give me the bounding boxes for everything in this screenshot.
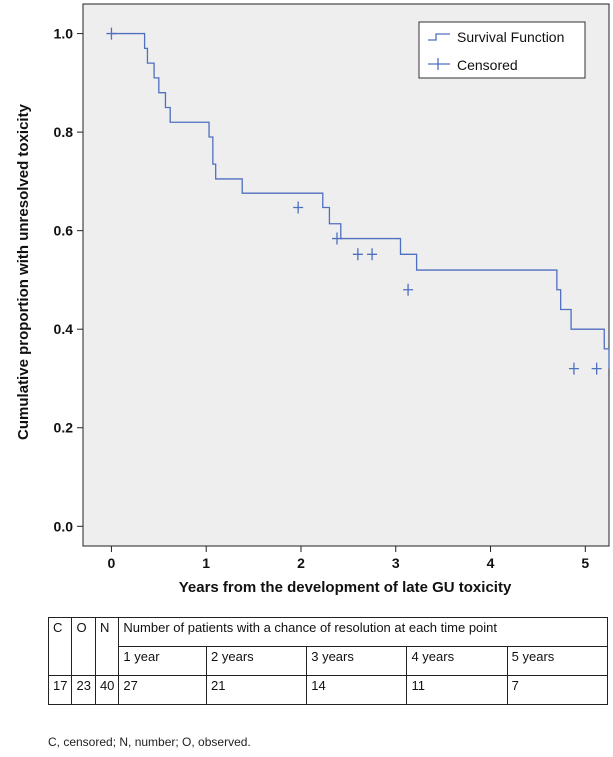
legend-survival-label: Survival Function bbox=[457, 29, 564, 45]
timepoint-2: 2 years bbox=[206, 646, 308, 676]
km-chart: 0.0 0.2 0.4 0.6 0.8 1.0 0 1 2 3 4 5 Cumulative pro… bbox=[15, 3, 610, 596]
y-tick-label: 0.2 bbox=[54, 420, 74, 436]
cell-4-years: 11 bbox=[406, 675, 508, 705]
y-tick-label: 0.6 bbox=[54, 223, 74, 239]
cell-5-years: 7 bbox=[506, 675, 609, 705]
footnote: C, censored; N, number; O, observed. bbox=[48, 735, 251, 749]
plot-area bbox=[82, 3, 610, 547]
x-tick-label: 1 bbox=[202, 555, 210, 571]
header-n: N bbox=[94, 617, 120, 676]
table-row: 17 23 40 27 21 14 11 7 bbox=[47, 675, 609, 705]
table-header-row: C O N Number of patients with a chance o… bbox=[47, 617, 608, 676]
header-span: Number of patients with a chance of reso… bbox=[118, 617, 608, 647]
censored-point bbox=[367, 248, 378, 261]
y-tick-label: 1.0 bbox=[54, 26, 74, 42]
survival-function-line bbox=[111, 32, 610, 369]
timepoint-5: 5 years bbox=[506, 646, 609, 676]
x-tick-label: 0 bbox=[108, 555, 116, 571]
legend-box bbox=[418, 21, 586, 79]
cell-1-year: 27 bbox=[118, 675, 208, 705]
cell-n: 40 bbox=[94, 675, 120, 705]
legend-survival-swatch bbox=[428, 33, 450, 41]
censored-point bbox=[293, 201, 304, 214]
header-c: C bbox=[47, 617, 73, 676]
censored-point bbox=[331, 232, 342, 245]
censored-point bbox=[568, 362, 579, 375]
cell-3-years: 14 bbox=[306, 675, 408, 705]
x-axis-title: Years from the development of late GU to… bbox=[179, 579, 512, 596]
y-tick-label: 0.4 bbox=[54, 321, 74, 337]
cell-o: 23 bbox=[71, 675, 96, 705]
table-timepoint-row: 1 year 2 years 3 years 4 years 5 years bbox=[49, 646, 609, 676]
cell-2-years: 21 bbox=[206, 675, 308, 705]
censored-point bbox=[106, 27, 117, 40]
timepoint-1: 1 year bbox=[118, 646, 208, 676]
risk-table: C O N Number of patients with a chance o… bbox=[47, 617, 609, 705]
x-tick-label: 4 bbox=[487, 555, 495, 571]
legend-censored-label: Censored bbox=[457, 57, 518, 73]
censored-point bbox=[352, 248, 363, 261]
y-tick-label: 0.0 bbox=[54, 518, 74, 534]
timepoint-3: 3 years bbox=[306, 646, 408, 676]
x-tick-label: 3 bbox=[392, 555, 400, 571]
y-axis-title: Cumulative proportion with unresolved to… bbox=[15, 103, 32, 440]
censored-point bbox=[591, 362, 602, 375]
x-tick-label: 5 bbox=[581, 555, 589, 571]
cell-c: 17 bbox=[47, 675, 73, 705]
legend: Survival Function Censored bbox=[418, 21, 586, 79]
header-o: O bbox=[71, 617, 96, 676]
timepoint-4: 4 years bbox=[406, 646, 508, 676]
censored-point bbox=[403, 283, 414, 296]
y-tick-label: 0.8 bbox=[54, 124, 74, 140]
x-tick-label: 2 bbox=[297, 555, 305, 571]
